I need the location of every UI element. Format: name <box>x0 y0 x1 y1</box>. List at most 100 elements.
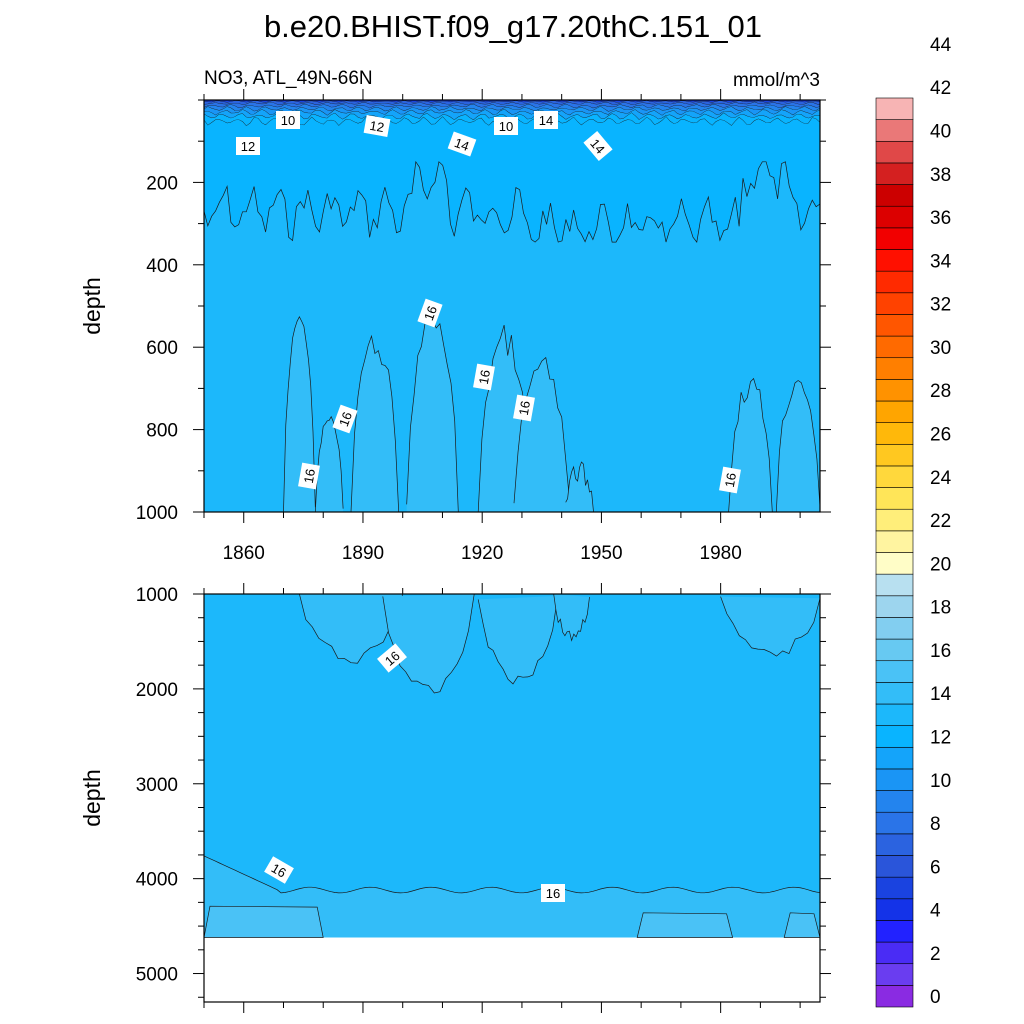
colorbar-label: 16 <box>930 641 951 662</box>
upper-contour-label-bg <box>447 131 477 157</box>
colorbar-swatch <box>875 379 914 402</box>
upper-contour-label-bg <box>534 111 558 129</box>
upper-x-tick-label: 1950 <box>580 543 622 564</box>
colorbar-label: 24 <box>930 468 952 489</box>
colorbar-label: 40 <box>930 121 951 142</box>
lower-lobe-16-c-edge <box>477 595 559 685</box>
colorbar-swatch <box>875 335 914 359</box>
colorbar-label: 36 <box>930 208 951 229</box>
colorbar-swatch <box>875 443 914 467</box>
lower-contour-label-bg <box>541 884 565 902</box>
colorbar-label: 44 <box>930 35 952 56</box>
upper-contour-label: 12 <box>363 115 391 137</box>
upper-contour-label: 14 <box>447 131 477 157</box>
lower-lobe-16-e <box>720 596 820 657</box>
colorbar-swatch <box>875 249 914 272</box>
upper-x-tick-label: 1980 <box>700 543 742 564</box>
lower-contour-label: 16 <box>541 884 565 902</box>
colorbar-swatch <box>875 292 914 315</box>
upper-contour-label-bg <box>298 462 320 490</box>
colorbar-swatch <box>875 573 914 597</box>
colorbar-label: 22 <box>930 511 951 532</box>
upper-spike-16-g <box>565 462 594 512</box>
upper-contour-label: 12 <box>236 137 260 155</box>
colorbar-label: 28 <box>930 381 951 402</box>
lower-y-tick-label: 4000 <box>136 870 178 891</box>
colorbar-swatch <box>875 552 914 575</box>
colorbar-swatch <box>875 357 914 380</box>
colorbar-swatch <box>875 811 914 835</box>
colorbar-swatch <box>875 855 914 878</box>
colorbar-swatch <box>875 746 914 770</box>
upper-contour-label-text: 16 <box>336 410 355 429</box>
upper-contour-label: 10 <box>494 117 518 135</box>
upper-contour-label-bg <box>276 111 300 129</box>
upper-contour-label-text: 16 <box>722 472 739 489</box>
upper-contour-label-bg <box>332 404 358 434</box>
upper-contour-label-bg <box>363 115 391 137</box>
upper-ylabel: depth <box>79 277 105 335</box>
upper-spike-16-d <box>406 320 459 512</box>
upper-band-surface-4 <box>204 106 820 116</box>
upper-contour-label-bg <box>583 131 613 161</box>
upper-contour-label-text: 16 <box>301 468 318 485</box>
upper-contour-label-text: 14 <box>539 113 553 128</box>
colorbar-swatch <box>875 660 914 683</box>
colorbar-label: 32 <box>930 295 951 316</box>
colorbar-label: 26 <box>930 424 951 445</box>
lower-y-tick-label: 3000 <box>136 775 178 796</box>
colorbar-label: 14 <box>930 684 952 705</box>
lower-contour-label-text: 16 <box>546 886 560 901</box>
colorbar-swatch <box>875 725 914 748</box>
colorbar-swatch <box>875 140 914 164</box>
upper-contour-label: 16 <box>332 404 358 434</box>
upper-contour-label-text: 10 <box>499 119 513 134</box>
upper-contour-label-text: 16 <box>421 304 440 323</box>
upper-spike-16-b-edge <box>314 415 344 513</box>
upper-contour-label: 10 <box>276 111 300 129</box>
lower-contour-label: 16 <box>377 643 407 673</box>
colorbar-label: 20 <box>930 554 951 575</box>
upper-contour-label: 14 <box>534 111 558 129</box>
lower-lobe-16-b <box>382 594 475 693</box>
upper-contour-label-bg <box>417 298 443 328</box>
upper-contour-label-text: 16 <box>516 400 533 417</box>
upper-contour-label: 16 <box>719 466 741 494</box>
upper-contour-label: 16 <box>473 363 495 391</box>
upper-spike-16-a-edge <box>283 316 316 513</box>
upper-y-tick-label: 1000 <box>136 503 178 524</box>
colorbar-swatch <box>875 530 914 553</box>
colorbar-swatch <box>875 227 914 250</box>
upper-spike-16-h-edge <box>728 377 773 513</box>
colorbar-swatch <box>875 638 914 662</box>
colorbar-swatch <box>875 833 914 856</box>
chart-title: b.e20.BHIST.f09_g17.20thC.151_01 <box>264 9 762 44</box>
upper-spike-16-i <box>776 380 820 512</box>
colorbar-swatch <box>875 682 914 705</box>
upper-spike-16-b <box>315 416 344 512</box>
lower-contour-label-bg <box>264 856 294 884</box>
upper-contour-label-text: 14 <box>452 135 471 154</box>
upper-spike-16-e-edge <box>477 325 531 513</box>
upper-spike-16-h <box>728 378 773 512</box>
upper-band-14-16 <box>204 116 820 243</box>
upper-contour-label-bg <box>513 394 535 422</box>
lower-lobe-16-d <box>553 594 590 641</box>
colorbar-label: 8 <box>930 814 941 835</box>
upper-y-tick-label: 400 <box>146 256 178 277</box>
upper-x-tick-label: 1890 <box>342 543 384 564</box>
lower-ylabel: depth <box>79 769 105 827</box>
colorbar-label: 12 <box>930 727 951 748</box>
lower-lobe-16-a-edge <box>299 593 404 664</box>
colorbar-label: 18 <box>930 598 951 619</box>
upper-contour-label-bg <box>236 137 260 155</box>
lower-contour-deep-16 <box>203 855 821 894</box>
colorbar-label: 0 <box>930 987 941 1008</box>
lower-patch-18-b <box>636 912 734 938</box>
upper-y-tick-label: 200 <box>146 173 178 194</box>
lower-contour-label-bg <box>377 643 407 673</box>
upper-contour-16 <box>203 160 821 243</box>
colorbar-swatch <box>875 898 914 921</box>
lower-patch-18-c <box>783 912 821 938</box>
